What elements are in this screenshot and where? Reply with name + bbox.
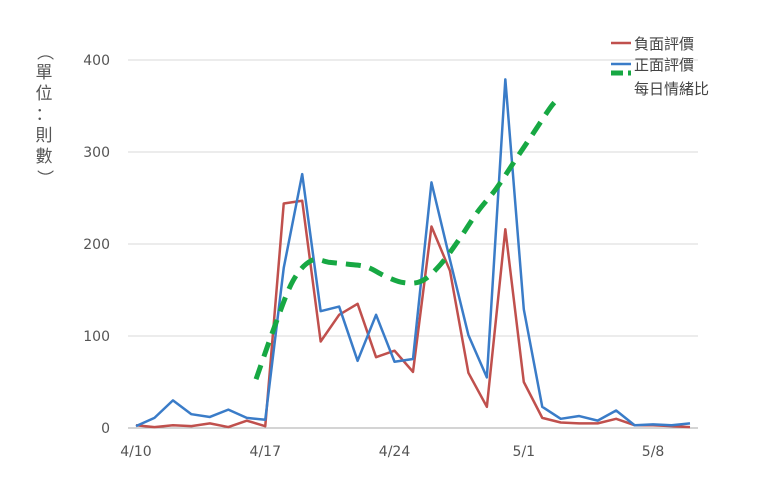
- legend-label: 負面評價: [634, 35, 694, 53]
- y-axis-label-char: ：: [36, 105, 53, 125]
- series-line-0: [135, 199, 691, 429]
- x-tick-label: 4/24: [379, 444, 411, 460]
- y-axis-label-char: （: [34, 44, 54, 61]
- y-axis-label-char: 數: [36, 147, 53, 167]
- y-tick-label: 300: [83, 145, 110, 161]
- y-tick-labels: 0 100 200 300 400: [83, 53, 110, 437]
- x-tick-label: 4/10: [120, 444, 151, 460]
- y-axis-label-char: ）: [34, 170, 54, 187]
- y-tick-label: 400: [83, 53, 110, 69]
- gridlines: [128, 59, 698, 429]
- x-tick-label: 5/8: [642, 444, 665, 460]
- y-tick-label: 200: [83, 237, 110, 253]
- x-tick-label: 5/1: [513, 444, 536, 460]
- legend-label: 每日情緒比: [634, 80, 709, 98]
- x-tick-label: 4/17: [250, 444, 281, 460]
- y-axis-label-char: 則: [36, 126, 53, 146]
- y-axis-label-char: 單: [36, 63, 53, 83]
- y-tick-label: 100: [83, 329, 110, 345]
- x-tick-labels: 4/10 4/17 4/24 5/1 5/8: [120, 444, 664, 460]
- legend-label: 正面評價: [634, 56, 694, 74]
- series-line-2: [253, 94, 563, 381]
- series-line-1: [135, 78, 691, 428]
- y-axis-label: （ 單位：則數 ）: [34, 44, 54, 187]
- y-tick-label: 0: [101, 421, 110, 437]
- series-lines: [135, 78, 691, 429]
- y-axis-label-char: 位: [36, 84, 53, 104]
